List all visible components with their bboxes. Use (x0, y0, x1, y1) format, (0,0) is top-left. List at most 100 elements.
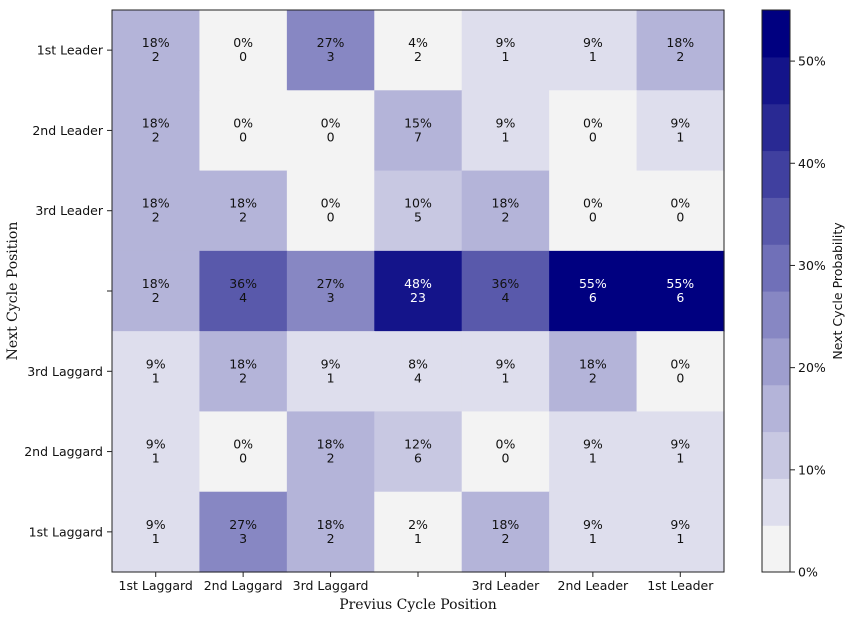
heatmap-cell (112, 331, 201, 413)
cell-count-label: 1 (676, 129, 684, 144)
colorbar-bin (762, 291, 790, 339)
heatmap-cell (112, 170, 201, 252)
cell-count-label: 1 (501, 49, 509, 64)
heatmap-cell (374, 411, 463, 493)
cell-percent-label: 15% (404, 115, 432, 130)
colorbar-bin (762, 103, 790, 152)
heatmap-cell (374, 170, 463, 252)
heatmap-cell (199, 491, 288, 573)
heatmap-cell (374, 90, 463, 172)
cell-count-label: 2 (239, 210, 247, 225)
cell-percent-label: 48% (404, 276, 432, 291)
cell-count-label: 1 (501, 129, 509, 144)
cell-percent-label: 9% (670, 517, 690, 532)
cell-percent-label: 18% (142, 35, 170, 50)
cell-count-label: 2 (152, 129, 160, 144)
heatmap-cell (112, 250, 201, 332)
cell-percent-label: 18% (229, 196, 257, 211)
cell-percent-label: 9% (670, 437, 690, 452)
cell-count-label: 4 (239, 290, 247, 305)
x-axis-label: Previus Cycle Position (339, 597, 497, 613)
heatmap-cell (636, 491, 725, 573)
cell-percent-label: 0% (233, 437, 253, 452)
heatmap-cell (374, 491, 463, 573)
cell-count-label: 1 (152, 370, 160, 385)
cell-count-label: 2 (327, 531, 335, 546)
heatmap-cell (199, 90, 288, 172)
cell-percent-label: 18% (142, 115, 170, 130)
colorbar-tick-label: 20% (798, 360, 826, 375)
cell-count-label: 2 (589, 370, 597, 385)
heatmap-cell (286, 491, 375, 573)
colorbar-bin (762, 150, 790, 198)
cell-percent-label: 18% (492, 196, 520, 211)
cell-percent-label: 27% (317, 276, 345, 291)
cell-percent-label: 9% (496, 356, 516, 371)
heatmap-cell (286, 411, 375, 493)
cell-percent-label: 9% (321, 356, 341, 371)
colorbar: 0% 10% 20% 30% 40% 50% (761, 9, 826, 580)
cell-count-label: 0 (327, 129, 335, 144)
y-tick-label: 1st Leader (37, 43, 104, 58)
y-tick-label: 3rd Laggard (27, 364, 103, 379)
cell-percent-label: 18% (492, 517, 520, 532)
cell-percent-label: 9% (146, 356, 166, 371)
cell-count-label: 2 (501, 531, 509, 546)
cell-percent-label: 18% (666, 35, 694, 50)
cell-percent-label: 0% (583, 196, 603, 211)
cell-count-label: 2 (676, 49, 684, 64)
cell-count-label: 0 (676, 370, 684, 385)
cell-count-label: 1 (589, 531, 597, 546)
heatmap-cell (199, 411, 288, 493)
heatmap-cell (461, 170, 550, 252)
colorbar-bin (762, 525, 790, 573)
cell-count-label: 0 (589, 210, 597, 225)
cell-percent-label: 0% (583, 115, 603, 130)
cell-count-label: 1 (589, 451, 597, 466)
heatmap-cell (636, 331, 725, 413)
heatmap-cell (549, 411, 638, 493)
cell-count-label: 2 (152, 210, 160, 225)
cell-percent-label: 9% (146, 437, 166, 452)
heatmap-cell (461, 491, 550, 573)
heatmap-cell (549, 331, 638, 413)
colorbar-label: Next Cycle Probability (830, 222, 845, 360)
heatmap-cell (461, 250, 550, 332)
cell-count-label: 2 (152, 49, 160, 64)
heatmap-cell (636, 170, 725, 252)
y-tick-label: 2nd Laggard (24, 444, 103, 459)
cell-percent-label: 8% (408, 356, 428, 371)
plot-frame (111, 9, 725, 573)
cell-count-label: 3 (327, 49, 335, 64)
cell-percent-label: 0% (233, 115, 253, 130)
heatmap-cell (374, 331, 463, 413)
cell-count-label: 6 (589, 290, 597, 305)
heatmap-cell (636, 250, 725, 332)
heatmap-cell (461, 331, 550, 413)
cell-percent-label: 18% (317, 437, 345, 452)
cell-percent-label: 9% (583, 437, 603, 452)
heatmap-cell (636, 90, 725, 172)
y-axis: 1st Leader 2nd Leader 3rd Leader 3rd Laggar… (24, 43, 112, 539)
heatmap-cell (112, 10, 201, 91)
heatmap-cell (636, 10, 725, 91)
cell-percent-label: 9% (583, 35, 603, 50)
x-tick-label: 1st Laggard (119, 578, 193, 593)
colorbar-bin (762, 384, 790, 433)
cell-count-label: 1 (414, 531, 422, 546)
heatmap-cell (461, 411, 550, 493)
colorbar-tick-label: 30% (798, 258, 826, 273)
cell-count-label: 1 (501, 370, 509, 385)
colorbar-bin (762, 478, 790, 526)
x-tick-label: 2nd Laggard (204, 578, 283, 593)
cell-count-label: 0 (676, 210, 684, 225)
heatmap-cell (549, 250, 638, 332)
heatmap-cell (286, 90, 375, 172)
cell-count-label: 2 (414, 49, 422, 64)
cell-count-label: 3 (239, 531, 247, 546)
x-tick-label: 1st Leader (647, 578, 714, 593)
cell-percent-label: 0% (233, 35, 253, 50)
cell-count-label: 1 (676, 531, 684, 546)
heatmap-cell (374, 10, 463, 91)
cell-count-label: 7 (414, 129, 422, 144)
